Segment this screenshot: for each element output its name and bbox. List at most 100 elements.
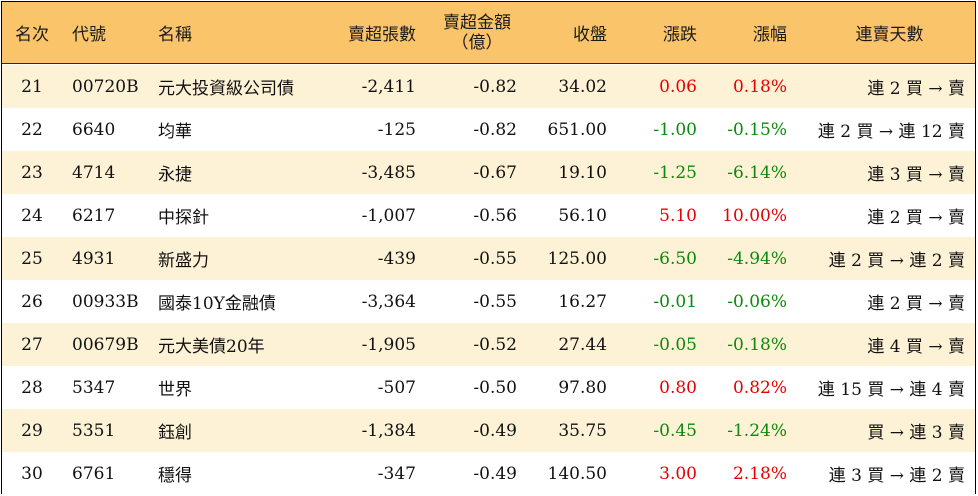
change-cell: -0.45 <box>653 420 697 441</box>
rank-cell: 22 <box>21 119 43 140</box>
rank-cell: 23 <box>21 162 43 183</box>
change-cell: -1.00 <box>653 119 697 140</box>
streak-cell: 買 → 連 3 賣 <box>867 423 965 443</box>
net-sell-cell: -347 <box>377 463 416 484</box>
header-streak: 連賣天數 <box>855 25 924 45</box>
code-cell: 00933B <box>72 291 139 312</box>
pct-cell: 2.18% <box>732 463 787 484</box>
pct-cell: -4.94% <box>727 248 787 269</box>
name-cell: 鈺創 <box>158 423 192 443</box>
change-cell: -0.05 <box>653 334 697 355</box>
streak-cell: 連 2 買 → 賣 <box>867 208 965 228</box>
table-row[interactable]: 23 4714 永捷 -3,485 -0.67 19.10 -1.25 -6.14% 連 3 買… <box>2 151 975 194</box>
code-cell: 6640 <box>72 119 116 140</box>
table-row[interactable]: 22 6640 均華 -125 -0.82 651.00 -1.00 -0.15% 連 2 買 … <box>2 108 975 151</box>
change-cell: 0.06 <box>659 76 697 97</box>
pct-cell: 0.18% <box>732 76 787 97</box>
code-cell: 00720B <box>72 76 139 97</box>
table-header: 名次 代號 名稱 賣超張數 賣超金額 （億） 收盤 漲跌 漲幅 連賣天數 <box>2 2 975 64</box>
table-row[interactable]: 24 6217 中探針 -1,007 -0.56 56.10 5.10 10.00% 連 2 買… <box>2 194 975 237</box>
header-change: 漲跌 <box>663 25 697 45</box>
rank-cell: 24 <box>21 205 43 226</box>
streak-cell: 連 2 買 → 連 12 賣 <box>817 122 965 142</box>
close-cell: 651.00 <box>547 119 607 140</box>
header-name: 名稱 <box>158 25 192 45</box>
table-row[interactable]: 21 00720B 元大投資級公司債 -2,411 -0.82 34.02 0.06 0.18… <box>2 65 975 108</box>
name-cell: 穩得 <box>158 466 192 486</box>
rank-cell: 25 <box>21 248 43 269</box>
header-code: 代號 <box>72 25 106 45</box>
code-cell: 00679B <box>72 334 139 355</box>
pct-cell: -6.14% <box>727 162 787 183</box>
header-amount-line1: 賣超金額 <box>443 12 511 33</box>
code-cell: 6761 <box>72 463 116 484</box>
rank-cell: 27 <box>21 334 43 355</box>
amount-cell: -0.82 <box>473 119 517 140</box>
table-row[interactable]: 30 6761 穩得 -347 -0.49 140.50 3.00 2.18% 連 3 買 → … <box>2 452 975 495</box>
code-cell: 4714 <box>72 162 116 183</box>
code-cell: 5347 <box>72 377 116 398</box>
change-cell: -1.25 <box>653 162 697 183</box>
amount-cell: -0.50 <box>473 377 517 398</box>
header-amount: 賣超金額 （億） <box>427 2 527 63</box>
amount-cell: -0.67 <box>473 162 517 183</box>
close-cell: 35.75 <box>558 420 607 441</box>
close-cell: 34.02 <box>558 76 607 97</box>
amount-cell: -0.49 <box>473 420 517 441</box>
net-sell-cell: -2,411 <box>361 76 416 97</box>
amount-cell: -0.52 <box>473 334 517 355</box>
net-sell-cell: -1,007 <box>361 205 416 226</box>
pct-cell: -1.24% <box>727 420 787 441</box>
name-cell: 永捷 <box>158 165 192 185</box>
streak-cell: 連 2 買 → 賣 <box>867 294 965 314</box>
change-cell: -0.01 <box>653 291 697 312</box>
amount-cell: -0.82 <box>473 76 517 97</box>
streak-cell: 連 15 買 → 連 4 賣 <box>817 380 965 400</box>
net-sell-cell: -1,384 <box>361 420 416 441</box>
rank-cell: 28 <box>21 377 43 398</box>
change-cell: -6.50 <box>653 248 697 269</box>
change-cell: 5.10 <box>659 205 697 226</box>
net-sell-cell: -3,485 <box>361 162 416 183</box>
name-cell: 新盛力 <box>158 251 209 271</box>
close-cell: 19.10 <box>558 162 607 183</box>
close-cell: 27.44 <box>558 334 607 355</box>
table-row[interactable]: 29 5351 鈺創 -1,384 -0.49 35.75 -0.45 -1.24% 買 → 連… <box>2 409 975 452</box>
name-cell: 元大投資級公司債 <box>158 79 294 99</box>
code-cell: 5351 <box>72 420 116 441</box>
name-cell: 國泰10Y金融債 <box>158 294 276 314</box>
change-cell: 0.80 <box>659 377 697 398</box>
amount-cell: -0.49 <box>473 463 517 484</box>
net-sell-cell: -507 <box>377 377 416 398</box>
change-cell: 3.00 <box>659 463 697 484</box>
name-cell: 均華 <box>158 122 192 142</box>
table-row[interactable]: 28 5347 世界 -507 -0.50 97.80 0.80 0.82% 連 15 買 → … <box>2 366 975 409</box>
table-row[interactable]: 25 4931 新盛力 -439 -0.55 125.00 -6.50 -4.94% 連 2 買… <box>2 237 975 280</box>
net-sell-cell: -3,364 <box>361 291 416 312</box>
rank-cell: 29 <box>21 420 43 441</box>
header-net-sell: 賣超張數 <box>348 25 416 45</box>
header-amount-line2: （億） <box>451 32 503 53</box>
rank-cell: 26 <box>21 291 43 312</box>
close-cell: 97.80 <box>558 377 607 398</box>
code-cell: 6217 <box>72 205 116 226</box>
net-sell-cell: -1,905 <box>361 334 416 355</box>
pct-cell: -0.15% <box>727 119 787 140</box>
pct-cell: -0.06% <box>727 291 787 312</box>
table-row[interactable]: 27 00679B 元大美債20年 -1,905 -0.52 27.44 -0.05 -0.1… <box>2 323 975 366</box>
table-row[interactable]: 26 00933B 國泰10Y金融債 -3,364 -0.55 16.27 -0.01 -0.… <box>2 280 975 323</box>
rank-cell: 21 <box>21 76 43 97</box>
close-cell: 140.50 <box>547 463 607 484</box>
streak-cell: 連 2 買 → 連 2 賣 <box>828 251 965 271</box>
name-cell: 世界 <box>158 380 192 400</box>
streak-cell: 連 2 買 → 賣 <box>867 79 965 99</box>
net-sell-cell: -439 <box>377 248 416 269</box>
streak-cell: 連 3 買 → 賣 <box>867 165 965 185</box>
pct-cell: -0.18% <box>727 334 787 355</box>
name-cell: 中探針 <box>158 208 209 228</box>
streak-cell: 連 4 買 → 賣 <box>867 337 965 357</box>
close-cell: 16.27 <box>558 291 607 312</box>
close-cell: 125.00 <box>547 248 607 269</box>
header-rank: 名次 <box>15 25 49 45</box>
